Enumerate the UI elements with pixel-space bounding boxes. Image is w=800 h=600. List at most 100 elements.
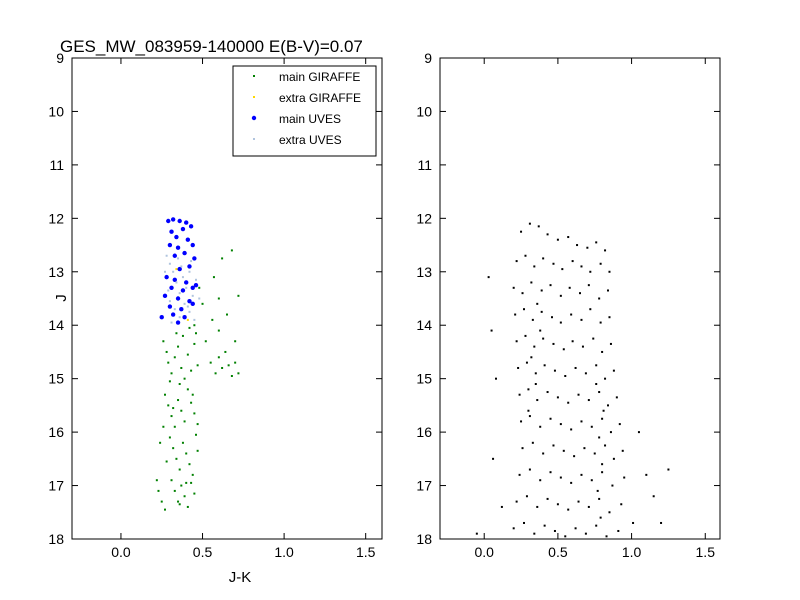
right-axes-frame [439,57,721,540]
data-point [589,308,592,311]
data-point [602,409,605,412]
data-point [527,409,530,412]
data-point [157,489,160,492]
data-point [579,292,581,295]
y-tick-label: 15 [416,371,432,387]
data-point [193,324,196,327]
data-point [534,383,537,386]
data-point [518,393,521,396]
data-point [577,393,580,396]
data-point [595,383,598,386]
data-point [211,318,214,321]
y-tick-label: 9 [56,50,64,66]
data-point [168,380,171,383]
data-point [475,532,478,535]
data-point [177,257,180,260]
data-point [190,242,195,248]
data-point [608,316,611,319]
data-point [188,270,191,273]
data-point [574,527,577,530]
data-point [177,399,180,402]
data-point [167,404,170,407]
data-point [595,524,598,527]
data-point [187,298,192,304]
data-point [561,268,564,271]
data-point [175,281,178,284]
data-point [159,315,164,320]
data-point [169,229,174,234]
data-point [528,415,531,418]
data-point [587,284,590,287]
data-point [549,417,552,420]
data-point [217,356,220,359]
data-point [190,401,193,404]
data-point [562,348,565,351]
data-point [580,318,583,321]
data-point [198,286,201,289]
cmd-panel-left: GES_MW_083959-140000 E(B-V)=0.07 0.0 0.5 1… [48,37,383,586]
data-point [546,497,549,500]
data-point [567,236,570,239]
data-point [168,436,171,439]
data-point [209,361,212,364]
data-point [559,476,562,479]
data-point [618,423,621,426]
data-point [204,340,207,343]
legend-entry-main-uves: main UVES [251,112,341,126]
data-point [573,455,576,458]
data-point [533,532,536,535]
data-point [196,364,199,367]
left-series-extra-uves [164,254,201,324]
data-point [667,468,670,471]
data-point [162,293,168,299]
data-point [160,500,163,503]
data-point [524,254,527,257]
data-point [196,449,199,452]
data-point [181,441,184,444]
data-point [598,391,601,394]
data-point [191,473,194,476]
data-point [581,345,584,348]
data-point [552,262,555,265]
data-point [580,265,583,268]
data-point [181,334,184,337]
data-point [170,415,173,418]
data-point [180,288,186,293]
data-point [170,217,176,222]
data-point [221,366,224,369]
data-point [492,457,495,460]
data-point [536,505,539,508]
data-point [608,511,611,514]
data-point [571,340,574,343]
data-point [162,340,165,343]
y-tick-label: 9 [424,50,432,66]
data-point [540,310,543,313]
data-point [177,345,180,348]
data-point [159,441,162,444]
data-point [175,332,178,335]
data-point [188,463,191,466]
data-point [167,289,170,292]
data-point [553,529,556,532]
data-point [193,342,196,345]
data-point [515,260,518,263]
data-point [620,503,623,506]
data-point [512,527,515,530]
data-point [553,369,556,372]
data-point [586,246,589,249]
data-point [167,304,173,309]
data-point [187,264,192,269]
data-point [180,409,183,412]
legend-entry-extra-giraffe: extra GIRAFFE [253,91,361,105]
data-point [521,447,524,450]
data-point [188,224,194,229]
data-point [525,361,528,364]
data-point [570,481,573,484]
data-point [621,449,624,452]
data-point [546,233,549,236]
data-point [515,340,518,343]
data-point [188,326,191,329]
data-point [227,364,230,367]
data-point [186,505,189,508]
legend-label-extra-uves: extra UVES [279,133,342,147]
